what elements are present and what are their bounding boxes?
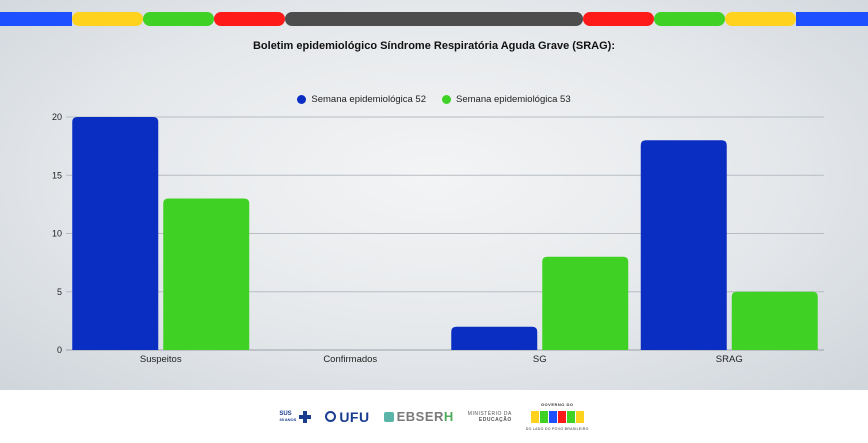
color-strip-segment bbox=[725, 12, 796, 26]
bar-chart: 0 5 10 15 20 Suspeitos Confirmados SG SRAG bbox=[52, 112, 824, 365]
sus-logo: SUS 35 ANOS bbox=[279, 410, 312, 423]
y-tick-label: 10 bbox=[52, 229, 62, 239]
sus-logo-text: SUS bbox=[279, 410, 292, 417]
mec-logo: MINISTÉRIO DA EDUCAÇÃO bbox=[468, 411, 512, 423]
footer-logos: SUS 35 ANOS UFU EBSERH MINISTÉRIO DA EDU… bbox=[0, 390, 868, 443]
x-tick-label: SG bbox=[533, 354, 547, 365]
plus-cross-icon bbox=[299, 410, 312, 423]
ebserh-logo-text: EBSERH bbox=[397, 409, 454, 424]
legend-dot-series-53 bbox=[442, 95, 451, 104]
legend-dot-series-52 bbox=[297, 95, 307, 104]
color-strip-segment bbox=[72, 12, 143, 26]
gov-logo-block bbox=[548, 411, 557, 423]
gov-logo-block bbox=[539, 411, 548, 423]
gov-logo-bottom: DO LADO DO POVO BRASILEIRO bbox=[525, 427, 589, 431]
decorative-color-strip bbox=[0, 12, 868, 26]
mec-logo-line1: MINISTÉRIO DA bbox=[467, 410, 512, 417]
color-strip-segment bbox=[143, 12, 214, 26]
x-tick-label: Suspeitos bbox=[140, 354, 182, 365]
x-tick-label: SRAG bbox=[716, 354, 743, 365]
color-strip-segment bbox=[583, 12, 654, 26]
gov-logo-blocks bbox=[530, 411, 584, 423]
gov-logo-block bbox=[566, 411, 575, 423]
y-tick-label: 0 bbox=[57, 345, 62, 355]
color-strip-segment bbox=[214, 12, 285, 26]
ufu-emblem-icon bbox=[325, 411, 337, 422]
ebserh-logo: EBSERH bbox=[383, 409, 454, 424]
color-strip-segment bbox=[0, 12, 72, 26]
y-tick-label: 20 bbox=[52, 112, 62, 122]
gov-logo-block bbox=[530, 411, 539, 423]
legend-label-series-52: Semana epidemiológica 52 bbox=[311, 94, 426, 105]
y-tick-label: 15 bbox=[52, 170, 62, 180]
chart-title: Boletim epidemiológico Síndrome Respirat… bbox=[252, 40, 616, 52]
ufu-logo-text: UFU bbox=[339, 408, 370, 425]
legend-item-series-53: Semana epidemiológica 53 bbox=[442, 94, 571, 105]
sus-logo-subtext: 35 ANOS bbox=[279, 416, 297, 422]
bar-53-sg bbox=[542, 256, 629, 350]
legend-label-series-53: Semana epidemiológica 53 bbox=[456, 94, 571, 105]
gov-logo-block bbox=[575, 411, 584, 423]
bar-52-sg bbox=[451, 326, 538, 350]
color-strip-segment bbox=[654, 12, 725, 26]
ufu-logo: UFU bbox=[325, 409, 369, 425]
ebserh-logo-text-h: H bbox=[443, 409, 454, 424]
color-strip-segment bbox=[285, 12, 583, 26]
governo-brasil-logo: GOVERNO DO DO LADO DO POVO BRASILEIRO bbox=[526, 402, 589, 431]
bar-52-srag bbox=[640, 140, 727, 350]
legend-item-series-52: Semana epidemiológica 52 bbox=[297, 94, 426, 105]
x-tick-label: Confirmados bbox=[323, 354, 377, 365]
y-tick-label: 5 bbox=[57, 287, 62, 297]
bar-53-suspeitos bbox=[163, 198, 250, 350]
gov-logo-top: GOVERNO DO bbox=[540, 402, 574, 407]
ebserh-emblem-icon bbox=[383, 411, 394, 422]
color-strip-segment bbox=[796, 12, 868, 26]
ebserh-logo-text-main: EBSER bbox=[396, 409, 444, 424]
mec-logo-line2: EDUCAÇÃO bbox=[478, 416, 512, 423]
bar-52-suspeitos bbox=[72, 117, 159, 350]
chart-legend: Semana epidemiológica 52 Semana epidemio… bbox=[0, 94, 868, 105]
bar-53-srag bbox=[731, 291, 818, 350]
gov-logo-block bbox=[557, 411, 566, 423]
chart-panel: Boletim epidemiológico Síndrome Respirat… bbox=[0, 0, 868, 390]
